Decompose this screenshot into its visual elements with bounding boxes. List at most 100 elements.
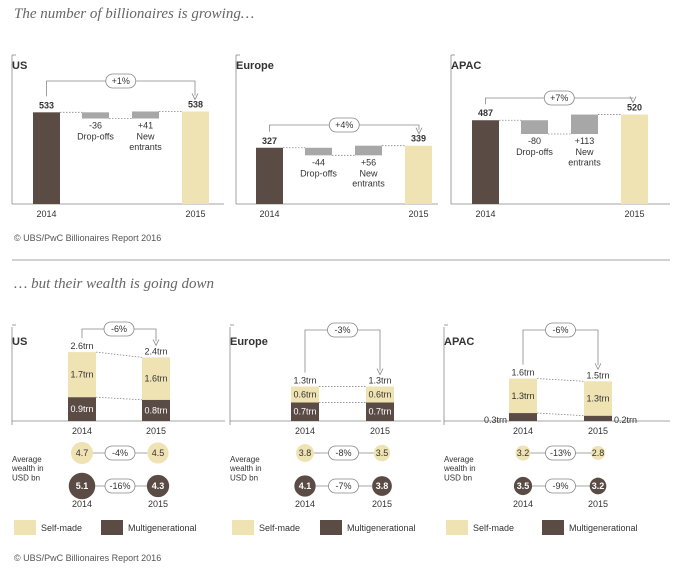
wealth-us-legend-multigenerational-swatch: [101, 520, 123, 535]
top-heading: The number of billionaires is growing…: [14, 6, 255, 22]
wealth-us-legend-self-made-swatch: [14, 520, 36, 535]
waterfall-us-bar-dropoffs: [82, 112, 109, 119]
waterfall-europe-cat-dropoffs: Drop-offs: [300, 168, 337, 178]
waterfall-apac-cat-new-entrants: New entrants: [568, 147, 601, 167]
wealth-apac-connector-multigenerational: [536, 412, 585, 417]
waterfall-apac-change-pill: [543, 90, 575, 106]
wealth-us-change-label: -6%: [111, 324, 127, 334]
waterfall-europe-label-new-entrants: +56: [361, 157, 376, 167]
wealth-apac-bar-self-made-2015: [584, 381, 612, 416]
waterfall-europe-label-2014: 327: [262, 136, 277, 146]
waterfall-europe-region-title: Europe: [236, 60, 274, 72]
wealth-apac-avg-multigenerational-pill: [545, 478, 576, 494]
wealth-us-label-self-made-2015: 1.6trn: [144, 374, 167, 384]
waterfall-europe-bar-2014: [256, 147, 283, 204]
wealth-europe-avg-multigenerational-2014: [294, 475, 316, 497]
wealth-us-avg-multigenerational-change: -16%: [109, 481, 130, 491]
waterfall-apac-change-label: +7%: [550, 93, 568, 103]
waterfall-us-change-arrowhead: [191, 93, 199, 101]
wealth-apac-connector-total: [536, 378, 585, 382]
wealth-europe-avg-self-made-2015: [373, 444, 391, 462]
waterfall-europe-change-pill: [328, 117, 360, 133]
wealth-us-region-title: US: [12, 336, 27, 348]
wealth-apac-change-arrowhead: [594, 363, 602, 371]
wealth-apac-label-multigenerational-2014: 0.3trn: [484, 415, 507, 425]
waterfall-apac-label-2014: 487: [478, 108, 493, 118]
wealth-europe-region-title: Europe: [230, 336, 268, 348]
waterfall-us-label-dropoffs: -36: [89, 121, 102, 131]
wealth-us-bar-self-made-2015: [142, 357, 170, 400]
wealth-us-bar-self-made-2014: [68, 352, 96, 398]
wealth-apac-average-wealth-label: Average wealth in USD bn: [443, 455, 476, 482]
wealth-apac-legend-multigenerational-label: Multigenerational: [569, 523, 638, 533]
wealth-us-avg-multigenerational-2015-label: 4.3: [152, 481, 165, 491]
wealth-europe-avg-multigenerational-2015: [372, 476, 392, 496]
wealth-us-avg-multigenerational-pill: [104, 478, 136, 494]
waterfall-europe-label-2015: 339: [411, 134, 426, 144]
wealth-europe-change-pill: [327, 322, 358, 338]
wealth-apac-avg-multigenerational-2015-label: 3.2: [592, 481, 605, 491]
waterfall-us-cat-new-entrants: New entrants: [129, 132, 162, 152]
wealth-us-label-multigenerational-2014: 0.9trn: [70, 404, 93, 414]
wealth-us-change-pill: [103, 321, 135, 337]
wealth-us-connector-multigenerational: [95, 396, 143, 401]
waterfall-europe-bar-dropoffs: [305, 147, 332, 156]
waterfall-europe-change-label: +4%: [335, 120, 353, 130]
wealth-europe-bar-multigenerational-2015: [366, 402, 394, 421]
wealth-europe-legend-self-made-label: Self-made: [259, 523, 300, 533]
wealth-europe-change-arrowhead: [376, 368, 384, 376]
waterfall-europe-bar-new-entrants: [355, 145, 382, 156]
waterfall-apac-label-dropoffs: -80: [528, 136, 541, 146]
wealth-apac-legend-self-made-swatch: [446, 520, 468, 535]
waterfall-us-region-title: US: [12, 60, 27, 72]
waterfall-apac-axis-2015: 2015: [624, 209, 644, 219]
wealth-us-avg-self-made-pill: [104, 445, 136, 461]
wealth-apac-axis-2014: 2014: [513, 426, 533, 436]
wealth-us-label-multigenerational-2015: 0.8trn: [144, 405, 167, 415]
wealth-us-axis-2014: 2014: [72, 426, 92, 436]
top-source-note: © UBS/PwC Billionaires Report 2016: [14, 233, 162, 243]
wealth-us-bar-multigenerational-2015: [142, 399, 170, 421]
waterfall-us-axis-2014: 2014: [36, 209, 56, 219]
wealth-europe-avg-self-made-2014: [296, 444, 314, 462]
wealth-apac-avg-self-made-change: -13%: [550, 448, 571, 458]
wealth-europe-label-self-made-2014: 0.6trn: [293, 390, 316, 400]
wealth-apac-avg-multigenerational-2014: [513, 476, 533, 496]
wealth-apac-label-self-made-2015: 1.3trn: [586, 393, 609, 403]
wealth-europe-avg-multigenerational-change: -7%: [335, 481, 351, 491]
waterfall-us-change-label: +1%: [112, 76, 130, 86]
wealth-us-avg-multigenerational-2014: [68, 472, 96, 500]
wealth-us-label-total-2015: 2.4trn: [144, 346, 167, 356]
wealth-europe-change-label: -3%: [334, 325, 350, 335]
wealth-europe-avg-multigenerational-pill: [328, 478, 359, 494]
waterfall-europe-change-arrowhead: [415, 127, 423, 135]
waterfall-us-bar-2014: [33, 112, 60, 204]
wealth-europe-label-multigenerational-2015: 0.7trn: [368, 407, 391, 417]
waterfall-apac-cat-dropoffs: Drop-offs: [516, 147, 553, 157]
wealth-europe-bar-multigenerational-2014: [291, 402, 319, 421]
wealth-europe-axis-2014: 2014: [295, 426, 315, 436]
wealth-europe-bar-self-made-2014: [291, 386, 319, 403]
wealth-us-avg-self-made-2015: [147, 442, 169, 464]
waterfall-us-label-2014: 533: [39, 100, 54, 110]
wealth-us-avg-self-made-2014: [70, 441, 94, 465]
waterfall-apac-change-arrowhead: [629, 96, 637, 104]
wealth-us-label-self-made-2014: 1.7trn: [70, 370, 93, 380]
wealth-europe-label-self-made-2015: 0.6trn: [368, 390, 391, 400]
wealth-europe-avg-self-made-change: -8%: [335, 448, 351, 458]
wealth-us-bar-multigenerational-2014: [68, 397, 96, 421]
wealth-apac-label-total-2015: 1.5trn: [586, 370, 609, 380]
wealth-apac-avg-self-made-2014: [515, 445, 531, 461]
wealth-europe-avg-axis-2015: 2015: [372, 499, 392, 509]
waterfall-us-label-2015: 538: [188, 99, 203, 109]
waterfall-europe-axis-2014: 2014: [259, 209, 279, 219]
wealth-us-avg-multigenerational-2015: [146, 474, 170, 498]
wealth-apac-avg-self-made-2014-label: 3.2: [517, 448, 530, 458]
wealth-apac-label-total-2014: 1.6trn: [511, 368, 534, 378]
wealth-europe-avg-self-made-2014-label: 3.8: [299, 448, 312, 458]
wealth-us-avg-self-made-change: -4%: [112, 448, 128, 458]
wealth-us-legend-multigenerational-label: Multigenerational: [128, 523, 197, 533]
wealth-europe-legend-multigenerational-swatch: [320, 520, 342, 535]
wealth-apac-legend-self-made-label: Self-made: [473, 523, 514, 533]
